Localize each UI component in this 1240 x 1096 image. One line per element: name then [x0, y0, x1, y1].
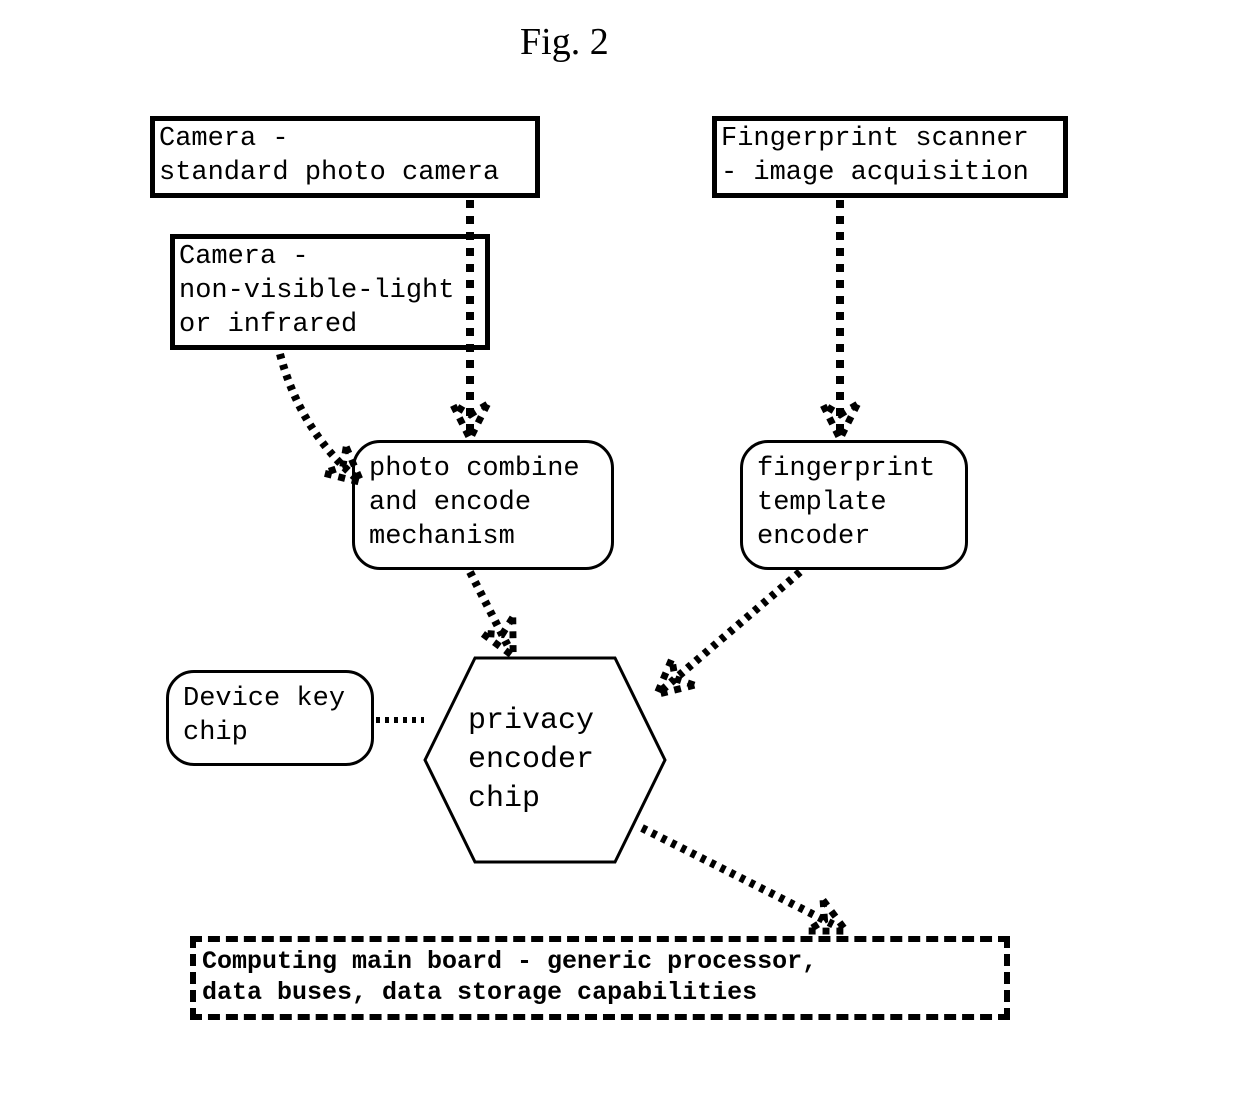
node-label: photo combineand encodemechanism [369, 454, 580, 552]
node-camera-infrared: Camera -non-visible-lightor infrared [170, 234, 490, 350]
edge-camera-ir-to-photo-combine [280, 354, 356, 478]
node-device-key-chip: Device keychip [166, 670, 374, 766]
node-label: Camera -standard photo camera [159, 124, 499, 188]
node-label: Fingerprint scanner- image acquisition [721, 124, 1029, 188]
node-label: Camera -non-visible-lightor infrared [179, 242, 454, 340]
node-label: fingerprinttemplateencoder [757, 454, 935, 552]
edge-photo-combine-to-privacy [470, 572, 510, 650]
node-fingerprint-scanner: Fingerprint scanner- image acquisition [712, 116, 1068, 198]
node-fingerprint-encoder: fingerprinttemplateencoder [740, 440, 968, 570]
node-label: Device keychip [183, 684, 345, 748]
diagram-canvas: Fig. 2 Camera -standard photo camera Cam… [0, 0, 1240, 1096]
node-privacy-encoder-label: privacyencoderchip [468, 702, 594, 819]
figure-title: Fig. 2 [520, 20, 609, 64]
node-camera-standard: Camera -standard photo camera [150, 116, 540, 198]
node-label: Computing main board - generic processor… [202, 947, 817, 1007]
node-main-board: Computing main board - generic processor… [190, 936, 1010, 1020]
node-photo-combine: photo combineand encodemechanism [352, 440, 614, 570]
